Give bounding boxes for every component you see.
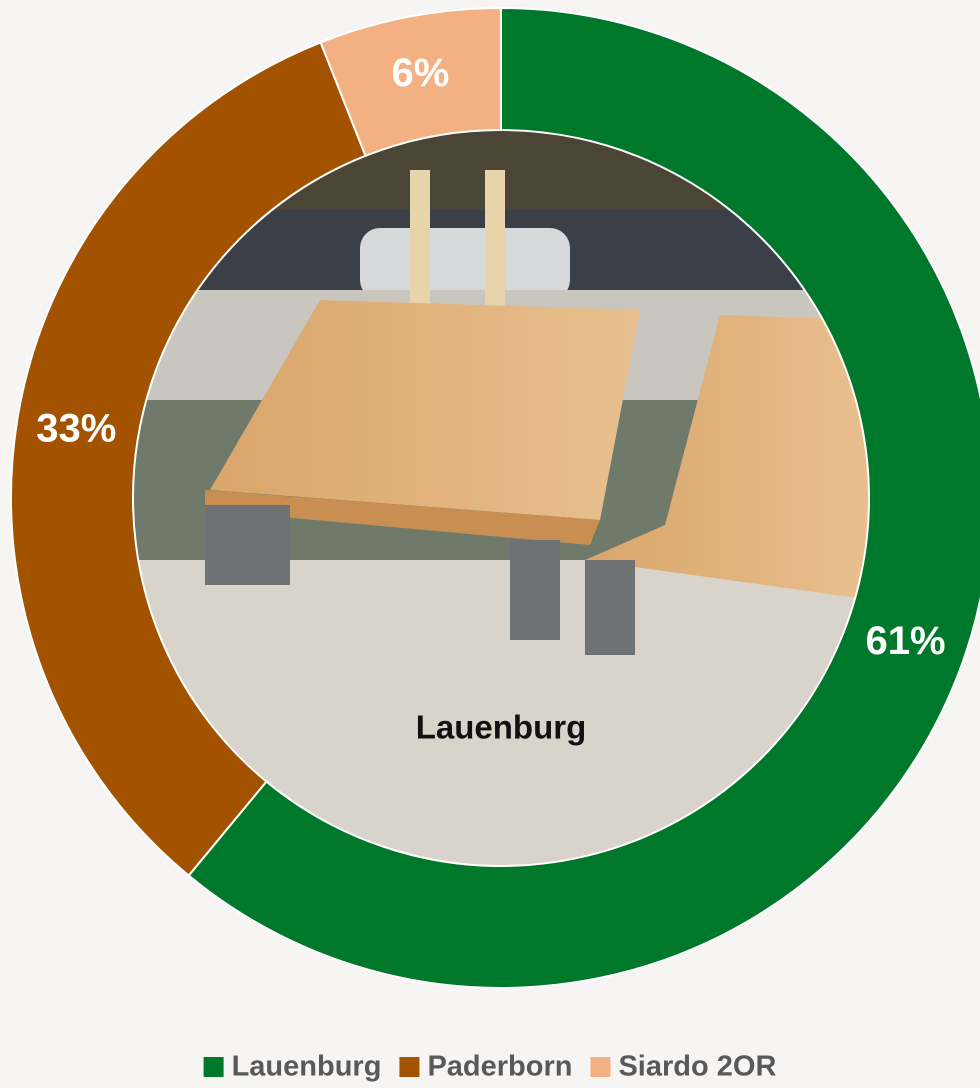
- legend-label: Lauenburg: [232, 1051, 382, 1083]
- legend-swatch: [203, 1057, 224, 1077]
- value-label: 61%: [866, 619, 946, 663]
- value-label: 6%: [392, 51, 450, 95]
- legend-label: Paderborn: [427, 1051, 572, 1083]
- slice: [10, 41, 367, 877]
- slice: [319, 6, 502, 158]
- legend-swatch: [590, 1057, 611, 1077]
- legend-swatch: [399, 1057, 420, 1077]
- value-label: 33%: [36, 406, 116, 450]
- center-label: Lauenburg: [416, 709, 587, 746]
- legend-label: Siardo 2OR: [618, 1051, 776, 1083]
- slice: [187, 6, 980, 989]
